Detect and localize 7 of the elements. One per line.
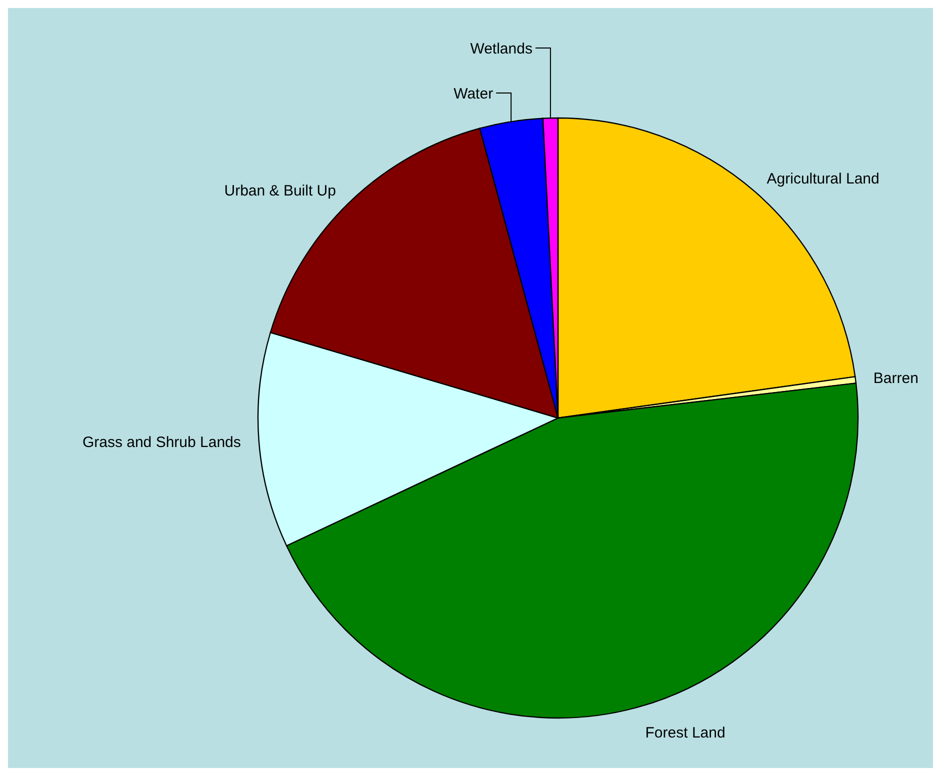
slice-label: Urban & Built Up	[224, 182, 336, 200]
slice-label: Agricultural Land	[766, 170, 880, 188]
slice-label: Water	[454, 85, 494, 102]
slice-label: Forest Land	[645, 724, 726, 742]
slice-label: Grass and Shrub Lands	[82, 434, 241, 452]
slice-label: Barren	[873, 370, 918, 387]
slice-label: Wetlands	[470, 40, 532, 58]
